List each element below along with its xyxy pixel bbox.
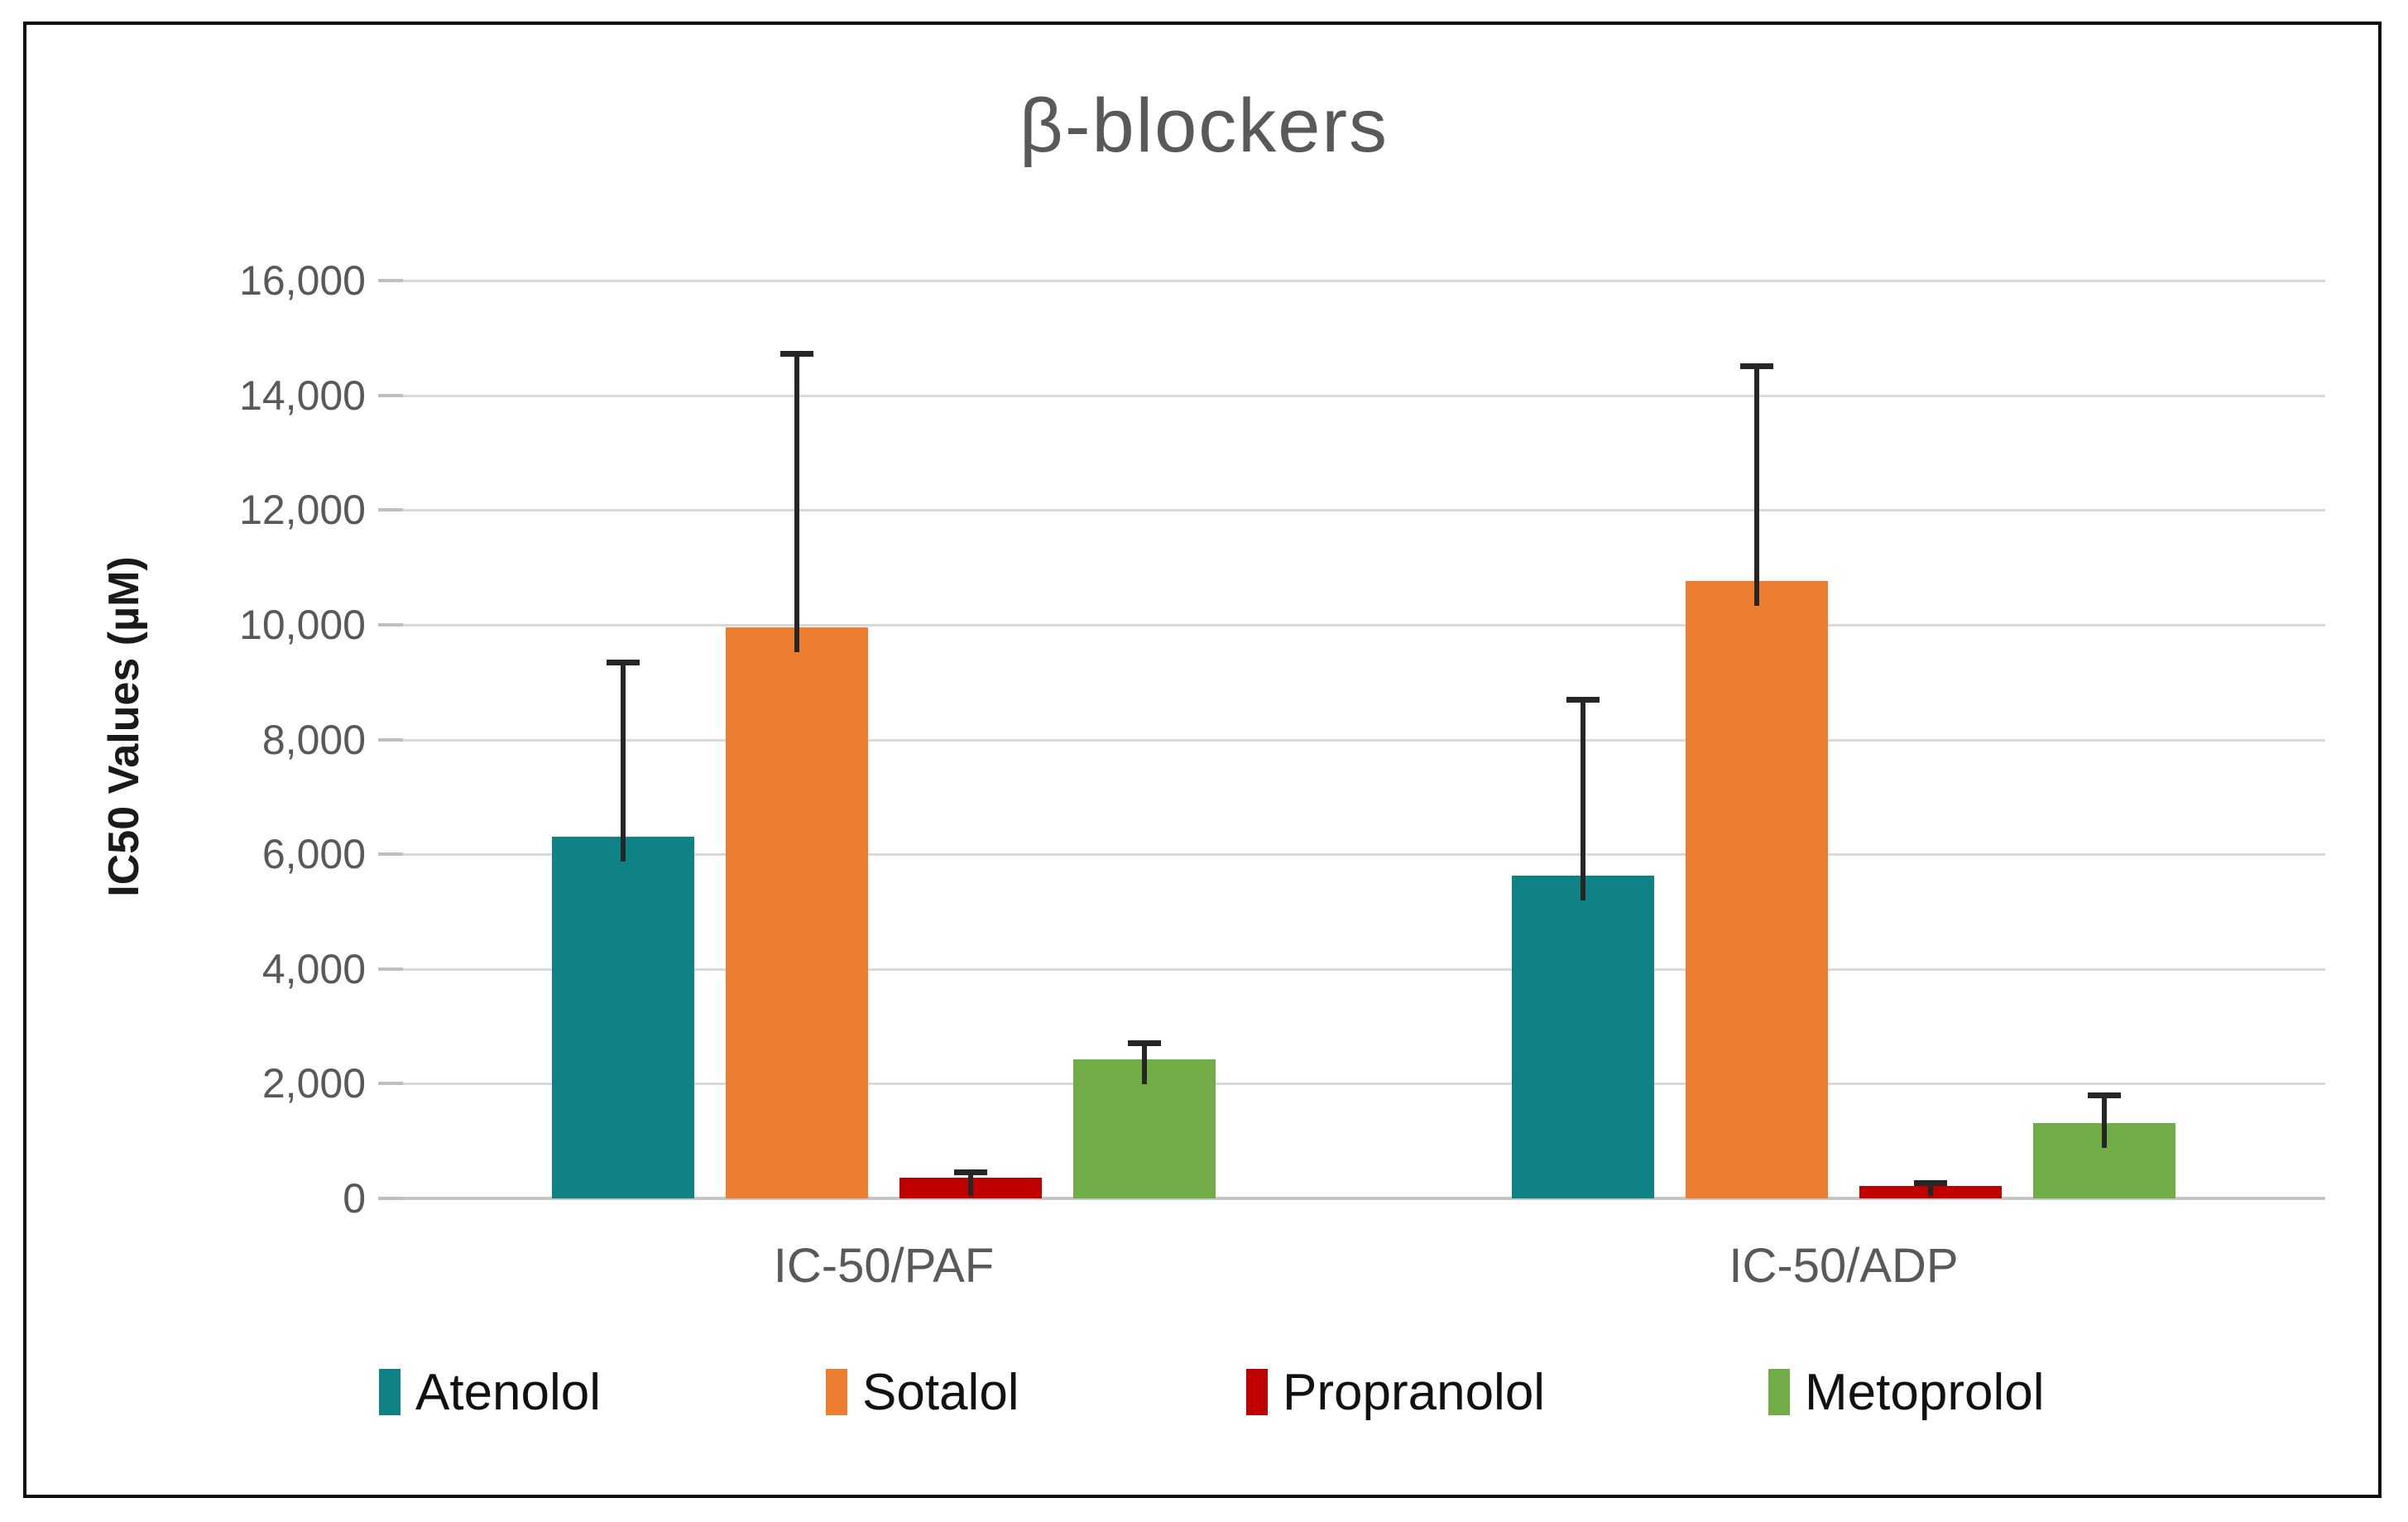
error-bar-line bbox=[1928, 1182, 1933, 1196]
legend-swatch-metoprolol bbox=[1768, 1369, 1790, 1415]
y-tick-mark bbox=[378, 1197, 403, 1200]
y-tick-label: 16,000 bbox=[239, 257, 366, 304]
y-tick-label: 8,000 bbox=[261, 716, 366, 763]
error-bar-cap bbox=[1566, 696, 1600, 703]
legend-item-atenolol: Atenolol bbox=[379, 1363, 602, 1421]
legend-item-sotalol: Sotalol bbox=[826, 1363, 1019, 1421]
y-tick-mark bbox=[378, 279, 403, 282]
error-bar-cap bbox=[954, 1169, 987, 1176]
y-tick-label: 12,000 bbox=[239, 487, 366, 534]
error-bar-line bbox=[1754, 366, 1759, 607]
legend-swatch-sotalol bbox=[826, 1369, 847, 1415]
bar-sotalol-ic-50/paf bbox=[726, 627, 868, 1198]
error-bar-cap bbox=[2088, 1092, 2121, 1099]
error-bar-cap bbox=[1914, 1179, 1947, 1186]
gridline bbox=[403, 853, 2325, 857]
error-bar-cap bbox=[780, 351, 813, 358]
error-bar-cap bbox=[1740, 363, 1773, 370]
y-tick-label: 2,000 bbox=[261, 1060, 366, 1107]
gridline bbox=[403, 509, 2325, 512]
gridline bbox=[403, 394, 2325, 397]
legend-label: Atenolol bbox=[415, 1363, 602, 1421]
y-tick-label: 14,000 bbox=[239, 372, 366, 419]
bar-atenolol-ic-50/adp bbox=[1512, 875, 1654, 1198]
bar-sotalol-ic-50/adp bbox=[1686, 581, 1828, 1198]
error-bar-line bbox=[1581, 699, 1585, 900]
gridline bbox=[403, 738, 2325, 742]
chart-frame bbox=[23, 22, 2382, 1498]
error-bar-cap bbox=[607, 659, 640, 665]
y-tick-mark bbox=[378, 1082, 403, 1086]
error-bar-line bbox=[1142, 1043, 1147, 1085]
legend-label: Propranolol bbox=[1283, 1363, 1546, 1421]
category-label-ic-50/paf: IC-50/PAF bbox=[773, 1239, 995, 1293]
error-bar-cap bbox=[1128, 1040, 1161, 1047]
legend-swatch-atenolol bbox=[379, 1369, 401, 1415]
legend-swatch-propranolol bbox=[1246, 1369, 1268, 1415]
chart-title: β-blockers bbox=[1019, 84, 1389, 168]
y-tick-mark bbox=[378, 622, 403, 627]
y-tick-mark bbox=[378, 967, 403, 971]
legend-item-metoprolol: Metoprolol bbox=[1768, 1363, 2045, 1421]
category-label-ic-50/adp: IC-50/ADP bbox=[1729, 1239, 1959, 1293]
y-tick-label: 0 bbox=[343, 1175, 366, 1222]
legend-item-propranolol: Propranolol bbox=[1246, 1363, 1546, 1421]
y-tick-mark bbox=[378, 852, 403, 857]
y-tick-label: 4,000 bbox=[261, 945, 366, 992]
y-tick-mark bbox=[378, 508, 403, 512]
y-tick-mark bbox=[378, 393, 403, 397]
legend-label: Sotalol bbox=[862, 1363, 1019, 1421]
y-tick-label: 10,000 bbox=[239, 601, 366, 648]
error-bar-line bbox=[621, 661, 626, 862]
error-bar-line bbox=[2102, 1095, 2107, 1149]
y-tick-label: 6,000 bbox=[261, 831, 366, 878]
legend-label: Metoprolol bbox=[1805, 1363, 2045, 1421]
gridline bbox=[403, 1083, 2325, 1086]
error-bar-line bbox=[794, 353, 799, 653]
x-axis-line bbox=[403, 1197, 2325, 1200]
y-tick-mark bbox=[378, 737, 403, 742]
gridline bbox=[403, 623, 2325, 627]
gridline bbox=[403, 967, 2325, 971]
gridline bbox=[403, 280, 2325, 282]
error-bar-line bbox=[968, 1172, 973, 1196]
bar-atenolol-ic-50/paf bbox=[552, 837, 694, 1198]
